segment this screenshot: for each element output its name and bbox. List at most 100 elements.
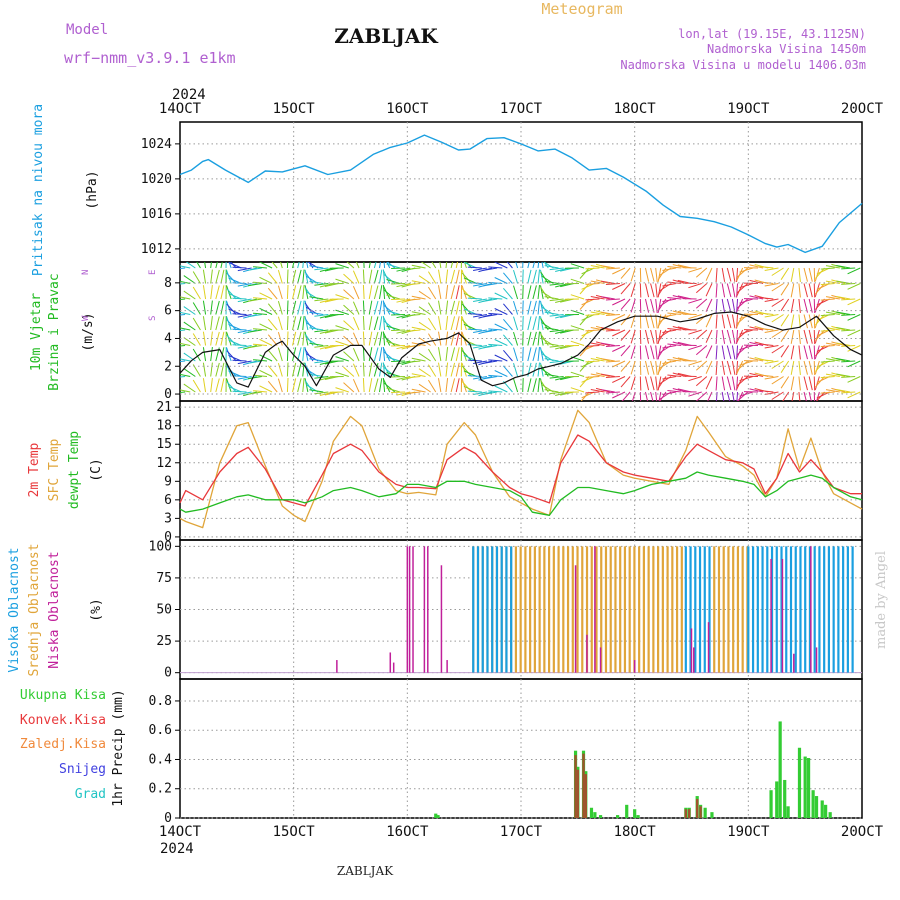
- wind-barb: [780, 298, 790, 311]
- wind-barb: [771, 283, 784, 292]
- wind-barb: [237, 283, 252, 287]
- wind-barb: [515, 262, 519, 269]
- wind-barb: [570, 309, 585, 315]
- wind-barb: [590, 296, 605, 300]
- y-tick-label: 0.2: [149, 782, 172, 797]
- wind-barb: [780, 360, 790, 373]
- wind-barb: [721, 298, 726, 313]
- wind-barb: [335, 340, 349, 346]
- y-tick-label: 2: [164, 359, 172, 374]
- wind-barb: [532, 300, 537, 315]
- wind-barb: [715, 345, 718, 360]
- wind-barb: [467, 328, 482, 331]
- wind-barb: [302, 331, 305, 346]
- wind-barb: [237, 376, 252, 380]
- wind-barb: [544, 265, 559, 269]
- precip-conv-bar: [699, 806, 702, 818]
- wind-barb: [314, 314, 329, 317]
- wind-barb: [780, 376, 790, 389]
- wind-barb: [297, 269, 302, 284]
- wind-barb: [544, 296, 559, 300]
- wind-barb: [362, 284, 365, 300]
- wind-barb: [726, 391, 731, 401]
- wind-barb: [483, 360, 498, 364]
- wind-barb: [731, 267, 736, 282]
- precip-conv-bar: [574, 755, 577, 818]
- wind-barb: [814, 376, 820, 391]
- wind-barb: [267, 318, 278, 331]
- wind-barb: [483, 329, 498, 333]
- wind-barb: [579, 283, 590, 295]
- wind-barb: [655, 360, 658, 375]
- wind-barb: [630, 376, 636, 391]
- wind-barb: [736, 391, 739, 401]
- wind-barb: [427, 333, 437, 346]
- wind-barb: [309, 327, 324, 331]
- wind-barb: [764, 376, 779, 380]
- wind-barb: [612, 345, 626, 352]
- wind-barb: [820, 329, 835, 332]
- wind-barb: [790, 329, 795, 344]
- wind-barb: [749, 310, 764, 315]
- wind-barb: [798, 345, 801, 360]
- wind-barb: [537, 347, 540, 362]
- wind-barb: [314, 345, 329, 348]
- wind-barb: [655, 345, 658, 360]
- wind-barb: [418, 290, 431, 300]
- wind-barb: [292, 285, 297, 300]
- wind-barb: [655, 298, 658, 313]
- wind-barb: [383, 274, 396, 284]
- wind-barb: [232, 328, 247, 331]
- wind-barb: [314, 391, 329, 395]
- wind-barb: [731, 314, 736, 329]
- wind-barb: [247, 298, 262, 302]
- temperature-panel: 0 3 6 9 12 15 18 21: [156, 400, 863, 545]
- wind-barb: [820, 298, 835, 301]
- wind-barb: [302, 262, 304, 269]
- wind-barb: [232, 266, 247, 269]
- wind-barb: [803, 267, 808, 282]
- wind-barb: [814, 345, 820, 360]
- wind-barb: [455, 269, 460, 284]
- wind-barb: [736, 360, 749, 371]
- wind-barb: [467, 266, 482, 269]
- wind-barb: [715, 376, 718, 391]
- wind-barb: [237, 298, 252, 303]
- wind-barb: [585, 314, 600, 316]
- wind-barb: [483, 283, 498, 287]
- wind-barb: [749, 357, 764, 362]
- wind-unit: (m/s): [81, 312, 96, 351]
- y-tick-label: 1020: [141, 172, 172, 187]
- wind-barb: [820, 283, 835, 286]
- wind-barb: [532, 285, 537, 300]
- wind-barb: [226, 270, 232, 284]
- wind-barb: [411, 373, 426, 377]
- wind-barb: [695, 329, 708, 340]
- wind-barb: [237, 391, 252, 396]
- wind-barb: [391, 360, 406, 362]
- wind-barb: [259, 307, 273, 315]
- wind-barb: [736, 283, 749, 294]
- wind-barb: [667, 343, 682, 346]
- wind-barb: [705, 329, 713, 343]
- wind-barb: [662, 267, 677, 271]
- precip-conv-bar: [584, 774, 587, 818]
- wind-barb: [483, 298, 498, 302]
- wind-barb: [314, 267, 329, 271]
- wind-barb: [438, 378, 442, 393]
- wind-barb: [726, 360, 732, 375]
- wind-barb: [798, 314, 801, 329]
- wind-barb: [549, 360, 564, 364]
- wind-barb: [494, 385, 508, 393]
- precip-legend-graupel: Grad: [75, 787, 106, 802]
- wind-barb: [427, 364, 437, 377]
- wind-barb: [721, 360, 726, 375]
- wind-barb: [612, 283, 626, 290]
- wind-barb: [688, 283, 702, 289]
- wind-barb: [192, 302, 201, 315]
- wind-barb: [688, 267, 702, 273]
- wind-barb: [226, 334, 237, 346]
- wind-barb: [726, 283, 732, 298]
- wind-barb: [705, 298, 713, 312]
- wind-barb: [808, 391, 812, 401]
